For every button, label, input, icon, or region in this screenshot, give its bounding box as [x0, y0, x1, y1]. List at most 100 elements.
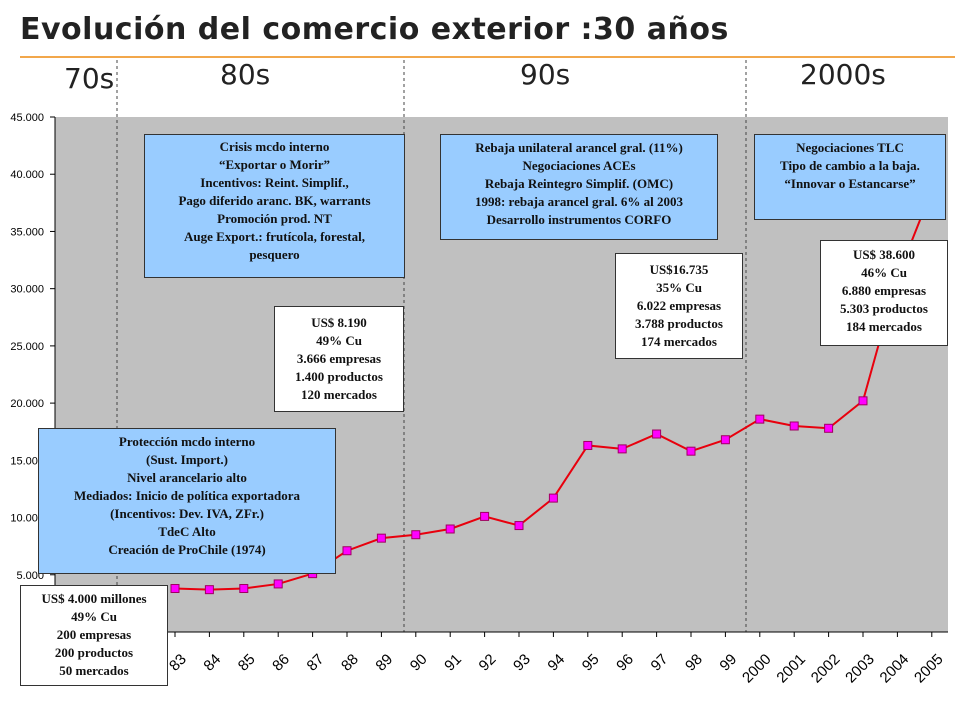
- annotation-line: “Exportar o Morir”: [219, 157, 330, 172]
- annotation-line: Rebaja Reintegro Simplif. (OMC): [484, 176, 674, 191]
- era-label-70s: 70s: [64, 62, 115, 95]
- x-axis-ticks: 83 84 85 86 87 88 89 90 91 92 93 94 95 96 97 98 99200020…: [166, 632, 947, 686]
- stat-line: 3.666 empresas: [296, 351, 382, 366]
- stat-line: 6.880 empresas: [841, 283, 927, 298]
- data-point: [686, 446, 696, 456]
- annotation-70s-policies: Protección mcdo interno (Sust. Import.) …: [38, 428, 336, 574]
- data-point: [273, 579, 283, 589]
- stat-line: US$ 8.190: [311, 315, 367, 330]
- y-tick-label: 30.000: [10, 284, 44, 296]
- y-tick-label: 15.000: [10, 455, 44, 467]
- annotation-line: (Sust. Import.): [146, 452, 228, 467]
- data-point: [376, 533, 386, 543]
- annotation-line: Nivel arancelario alto: [127, 470, 247, 485]
- data-point: [204, 585, 214, 595]
- annotation-line: Rebaja unilateral arancel gral. (11%): [475, 140, 683, 155]
- x-tick-label: 99: [716, 651, 740, 675]
- data-point: [239, 584, 249, 594]
- x-tick-label: 2001: [773, 651, 809, 687]
- annotation-line: Tipo de cambio a la baja.: [780, 158, 920, 173]
- page-title: Evolución del comercio exterior :30 años: [20, 12, 729, 47]
- y-tick-label: 40.000: [10, 169, 44, 181]
- y-tick-label: 25.000: [10, 341, 44, 353]
- stat-line: 35% Cu: [656, 280, 702, 295]
- data-point: [617, 444, 627, 454]
- annotation-line: (Incentivos: Dev. IVA, ZFr.): [110, 506, 264, 521]
- annotation-line: Promoción prod. NT: [217, 211, 332, 226]
- stat-line: 184 mercados: [846, 319, 922, 334]
- stat-line: 120 mercados: [301, 387, 377, 402]
- stat-line: 5.303 productos: [840, 301, 928, 316]
- y-axis-ticks: 5.000 10.000 15.000 20.000 25.000 30.000 35.00…: [10, 112, 55, 582]
- annotation-line: Incentivos: Reint. Simplif.,: [200, 175, 349, 190]
- stat-line: US$16.735: [649, 262, 709, 277]
- stat-line: 50 mercados: [59, 663, 129, 678]
- x-tick-label: 85: [235, 651, 259, 675]
- annotation-line: Crisis mcdo interno: [219, 139, 330, 154]
- x-tick-label: 94: [544, 651, 568, 675]
- annotation-line: 1998: rebaja arancel gral. 6% al 2003: [474, 194, 684, 209]
- annotation-2000s-policies: Negociaciones TLC Tipo de cambio a la ba…: [754, 134, 946, 220]
- stat-line: 6.022 empresas: [636, 298, 722, 313]
- stat-box-80s: US$ 8.190 49% Cu 3.666 empresas 1.400 pr…: [274, 306, 404, 412]
- annotation-line: Negociaciones TLC: [796, 140, 904, 155]
- stat-line: 174 mercados: [641, 334, 717, 349]
- x-tick-label: 2005: [911, 651, 947, 687]
- data-point: [548, 493, 558, 503]
- data-point: [411, 530, 421, 540]
- y-tick-label: 20.000: [10, 398, 44, 410]
- x-tick-label: 2004: [877, 651, 913, 687]
- x-tick-label: 87: [304, 651, 328, 675]
- x-tick-label: 2003: [842, 651, 878, 687]
- title-underline: [20, 56, 955, 58]
- data-point: [858, 396, 868, 406]
- annotation-line: Protección mcdo interno: [118, 434, 256, 449]
- y-tick-label: 5.000: [16, 570, 44, 582]
- data-point: [824, 423, 834, 433]
- stat-box-90s: US$16.735 35% Cu 6.022 empresas 3.788 pr…: [615, 253, 743, 359]
- y-tick-label: 35.000: [10, 226, 44, 238]
- annotation-line: Negociaciones ACEs: [522, 158, 636, 173]
- data-point: [342, 546, 352, 556]
- data-point: [583, 440, 593, 450]
- y-tick-label: 45.000: [10, 112, 44, 124]
- stat-line: 3.788 productos: [635, 316, 723, 331]
- x-tick-label: 88: [338, 651, 362, 675]
- x-tick-label: 90: [407, 651, 431, 675]
- x-tick-label: 91: [441, 651, 465, 675]
- stat-box-2000s: US$ 38.600 46% Cu 6.880 empresas 5.303 p…: [820, 240, 948, 346]
- stat-line: 1.400 productos: [295, 369, 383, 384]
- x-tick-label: 97: [648, 651, 672, 675]
- data-point: [514, 521, 524, 531]
- annotation-line: Creación de ProChile (1974): [108, 542, 266, 557]
- annotation-line: Auge Export.: frutícola, forestal,: [183, 229, 365, 244]
- data-point: [480, 511, 490, 521]
- era-label-80s: 80s: [220, 58, 271, 91]
- annotation-line: TdeC Alto: [158, 524, 216, 539]
- data-point: [652, 429, 662, 439]
- x-tick-label: 92: [476, 651, 500, 675]
- x-tick-label: 98: [682, 651, 706, 675]
- annotation-line: pesquero: [249, 247, 300, 262]
- annotation-line: Mediados: Inicio de política exportadora: [73, 488, 301, 503]
- x-tick-label: 93: [510, 651, 534, 675]
- x-tick-label: 96: [613, 651, 637, 675]
- era-label-90s: 90s: [520, 58, 571, 91]
- x-tick-label: 89: [372, 651, 396, 675]
- y-tick-label: 10.000: [10, 513, 44, 525]
- x-tick-label: 83: [166, 651, 190, 675]
- annotation-line: Pago diferido aranc. BK, warrants: [178, 193, 371, 208]
- data-point: [170, 584, 180, 594]
- data-point: [789, 421, 799, 431]
- x-tick-label: 95: [579, 651, 603, 675]
- x-tick-label: 84: [200, 651, 224, 675]
- x-tick-label: 2000: [739, 651, 775, 687]
- annotation-line: Desarrollo instrumentos CORFO: [486, 212, 672, 227]
- stat-line: 200 empresas: [56, 627, 132, 642]
- stat-line: 49% Cu: [71, 609, 117, 624]
- x-tick-label: 86: [269, 651, 293, 675]
- stat-line: US$ 38.600: [852, 247, 916, 262]
- stat-line: US$ 4.000 millones: [41, 591, 147, 606]
- x-tick-label: 2002: [808, 651, 844, 687]
- data-point: [755, 414, 765, 424]
